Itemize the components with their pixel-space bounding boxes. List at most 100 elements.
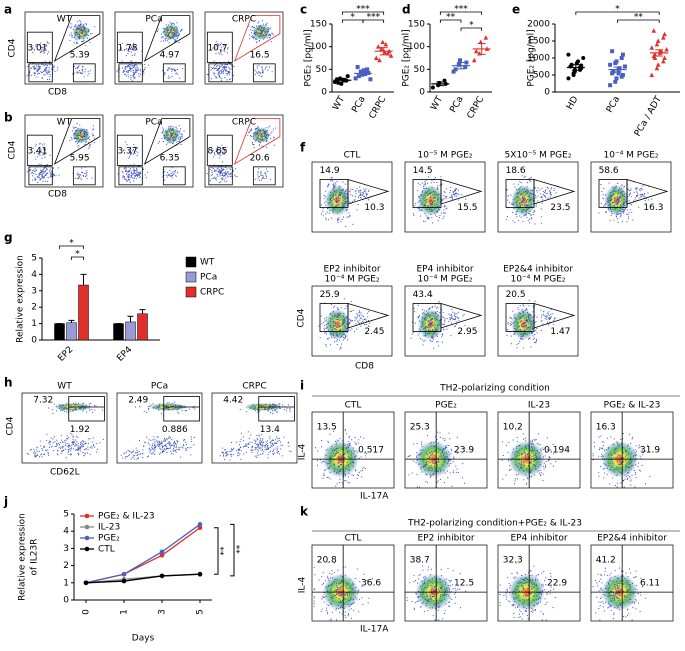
event-dot	[533, 197, 535, 199]
event-dot	[339, 314, 341, 316]
event-dot	[86, 172, 88, 174]
event-dot	[437, 185, 439, 187]
event-dot	[170, 175, 172, 177]
plot-title: CRPC	[232, 118, 256, 128]
event-dot	[611, 195, 613, 197]
event-dot	[536, 457, 538, 459]
event-dot	[238, 449, 240, 451]
event-dot	[167, 29, 169, 31]
event-dot	[221, 144, 223, 146]
event-dot	[256, 443, 258, 445]
event-dot	[618, 210, 620, 212]
event-dot	[85, 129, 87, 131]
event-dot	[334, 305, 336, 307]
event-dot	[70, 450, 72, 452]
event-dot	[254, 128, 256, 130]
event-dot	[253, 406, 255, 408]
event-dot	[263, 29, 265, 31]
event-dot	[433, 332, 435, 334]
event-dot	[457, 471, 459, 473]
event-dot	[609, 220, 611, 222]
event-dot	[125, 48, 127, 50]
event-dot	[91, 409, 93, 411]
event-dot	[75, 127, 77, 129]
event-dot	[288, 450, 290, 452]
event-dot	[265, 131, 267, 133]
event-dot	[277, 452, 279, 454]
event-dot	[87, 438, 89, 440]
event-dot	[341, 461, 343, 463]
event-dot	[168, 24, 170, 26]
event-dot	[523, 333, 525, 335]
event-dot	[346, 433, 348, 435]
event-dot	[341, 193, 343, 195]
event-dot	[269, 28, 271, 30]
event-dot	[270, 440, 272, 442]
event-dot	[355, 192, 357, 194]
event-dot	[364, 190, 366, 192]
event-dot	[37, 70, 39, 72]
event-dot	[74, 137, 76, 139]
event-dot	[332, 453, 334, 455]
event-dot	[426, 199, 428, 201]
event-dot	[421, 445, 423, 447]
gate	[143, 15, 191, 62]
event-dot	[446, 453, 448, 455]
event-dot	[121, 60, 123, 62]
event-dot	[70, 137, 72, 139]
event-dot	[530, 217, 532, 219]
event-dot	[266, 147, 268, 149]
event-dot	[423, 340, 425, 342]
event-dot	[327, 462, 329, 464]
event-dot	[434, 200, 436, 202]
event-dot	[612, 194, 614, 196]
event-dot	[43, 52, 45, 54]
event-dot	[222, 174, 224, 176]
event-dot	[423, 183, 425, 185]
event-dot	[134, 77, 136, 79]
event-dot	[32, 179, 34, 181]
event-dot	[526, 334, 528, 336]
event-dot	[346, 327, 348, 329]
event-dot	[327, 186, 329, 188]
event-dot	[44, 180, 46, 182]
event-dot	[166, 35, 168, 37]
event-dot	[339, 195, 341, 197]
event-dot	[35, 45, 37, 47]
event-dot	[166, 69, 168, 71]
event-dot	[521, 201, 523, 203]
event-dot	[171, 135, 173, 137]
event-dot	[72, 73, 74, 75]
event-dot	[84, 406, 86, 408]
event-dot	[46, 45, 48, 47]
event-dot	[173, 32, 175, 34]
event-dot	[429, 315, 431, 317]
event-dot	[129, 65, 131, 67]
event-dot	[49, 78, 51, 80]
event-dot	[77, 448, 79, 450]
event-dot	[127, 52, 129, 54]
event-dot	[454, 192, 456, 194]
event-dot	[177, 171, 179, 173]
event-dot	[341, 468, 343, 470]
event-dot	[626, 221, 628, 223]
event-dot	[218, 75, 220, 77]
event-dot	[182, 407, 184, 409]
event-dot	[148, 64, 150, 66]
event-dot	[272, 451, 274, 453]
event-dot	[225, 65, 227, 67]
gate-percent: 16.5	[250, 51, 270, 61]
event-dot	[218, 152, 220, 154]
event-dot	[32, 66, 34, 68]
event-dot	[458, 317, 460, 319]
event-dot	[73, 134, 75, 136]
event-dot	[166, 35, 168, 37]
event-dot	[44, 165, 46, 167]
event-dot	[79, 37, 81, 39]
event-dot	[332, 322, 334, 324]
event-dot	[223, 449, 225, 451]
event-dot	[222, 161, 224, 163]
event-dot	[76, 444, 78, 446]
event-dot	[352, 453, 354, 455]
event-dot	[358, 195, 360, 197]
